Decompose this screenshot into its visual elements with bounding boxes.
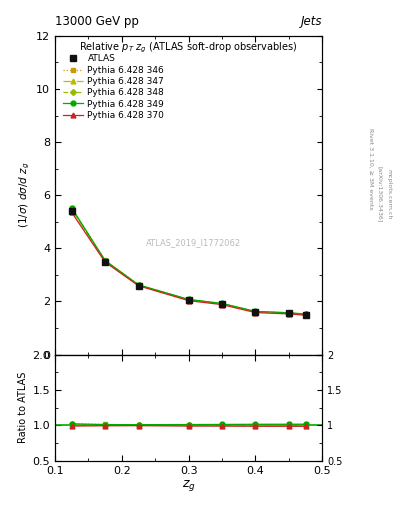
Pythia 6.428 347 <box>136 282 141 288</box>
Pythia 6.428 370 <box>253 310 258 316</box>
Pythia 6.428 348 <box>286 310 291 316</box>
Pythia 6.428 346 <box>136 282 141 288</box>
ATLAS <box>220 301 224 307</box>
Pythia 6.428 370 <box>69 209 74 216</box>
Pythia 6.428 348 <box>253 309 258 315</box>
Text: Rivet 3.1.10, ≥ 3M events: Rivet 3.1.10, ≥ 3M events <box>368 128 373 210</box>
Pythia 6.428 347 <box>253 309 258 315</box>
ATLAS <box>286 310 291 316</box>
Pythia 6.428 348 <box>220 301 224 307</box>
Pythia 6.428 349 <box>303 311 308 317</box>
Line: Pythia 6.428 346: Pythia 6.428 346 <box>69 206 308 316</box>
Pythia 6.428 370 <box>186 297 191 304</box>
Pythia 6.428 370 <box>220 302 224 308</box>
Pythia 6.428 348 <box>136 282 141 288</box>
Pythia 6.428 370 <box>103 259 108 265</box>
Text: Relative $p_T$ $z_g$ (ATLAS soft-drop observables): Relative $p_T$ $z_g$ (ATLAS soft-drop ob… <box>79 40 298 55</box>
Pythia 6.428 347 <box>69 207 74 213</box>
Pythia 6.428 370 <box>303 312 308 318</box>
Pythia 6.428 349 <box>286 310 291 316</box>
Pythia 6.428 349 <box>186 296 191 303</box>
Legend: ATLAS, Pythia 6.428 346, Pythia 6.428 347, Pythia 6.428 348, Pythia 6.428 349, P: ATLAS, Pythia 6.428 346, Pythia 6.428 34… <box>61 52 167 122</box>
Pythia 6.428 347 <box>103 258 108 264</box>
Pythia 6.428 348 <box>103 258 108 264</box>
Text: [arXiv:1306.3436]: [arXiv:1306.3436] <box>377 166 382 223</box>
Text: Jets: Jets <box>301 15 322 28</box>
Line: Pythia 6.428 370: Pythia 6.428 370 <box>69 210 308 317</box>
Pythia 6.428 349 <box>69 205 74 211</box>
Pythia 6.428 349 <box>103 258 108 264</box>
Pythia 6.428 349 <box>136 282 141 288</box>
Pythia 6.428 347 <box>186 297 191 303</box>
Pythia 6.428 348 <box>69 206 74 212</box>
Y-axis label: Ratio to ATLAS: Ratio to ATLAS <box>18 372 28 443</box>
ATLAS <box>186 297 191 303</box>
Pythia 6.428 346 <box>253 308 258 314</box>
Pythia 6.428 346 <box>286 310 291 316</box>
Pythia 6.428 346 <box>69 205 74 211</box>
Pythia 6.428 348 <box>303 311 308 317</box>
Text: 13000 GeV pp: 13000 GeV pp <box>55 15 139 28</box>
Pythia 6.428 349 <box>220 301 224 307</box>
Pythia 6.428 348 <box>186 296 191 303</box>
Pythia 6.428 347 <box>286 310 291 316</box>
ATLAS <box>253 309 258 315</box>
ATLAS <box>103 259 108 265</box>
Line: Pythia 6.428 347: Pythia 6.428 347 <box>69 207 308 317</box>
Pythia 6.428 370 <box>286 311 291 317</box>
Pythia 6.428 347 <box>303 311 308 317</box>
Pythia 6.428 346 <box>186 296 191 303</box>
Pythia 6.428 349 <box>253 308 258 314</box>
ATLAS <box>69 208 74 214</box>
Pythia 6.428 346 <box>220 301 224 307</box>
Text: mcplots.cern.ch: mcplots.cern.ch <box>386 169 391 220</box>
Pythia 6.428 346 <box>103 257 108 263</box>
Pythia 6.428 347 <box>220 301 224 307</box>
Pythia 6.428 346 <box>303 311 308 317</box>
Line: Pythia 6.428 348: Pythia 6.428 348 <box>70 207 308 316</box>
Pythia 6.428 370 <box>136 283 141 289</box>
ATLAS <box>136 283 141 289</box>
Line: Pythia 6.428 349: Pythia 6.428 349 <box>69 205 308 316</box>
ATLAS <box>303 312 308 318</box>
Line: ATLAS: ATLAS <box>69 208 309 318</box>
X-axis label: $z_g$: $z_g$ <box>182 478 196 494</box>
Y-axis label: $(1/\sigma)$ $d\sigma/d$ $z_g$: $(1/\sigma)$ $d\sigma/d$ $z_g$ <box>17 162 32 228</box>
Text: ATLAS_2019_I1772062: ATLAS_2019_I1772062 <box>147 239 242 247</box>
